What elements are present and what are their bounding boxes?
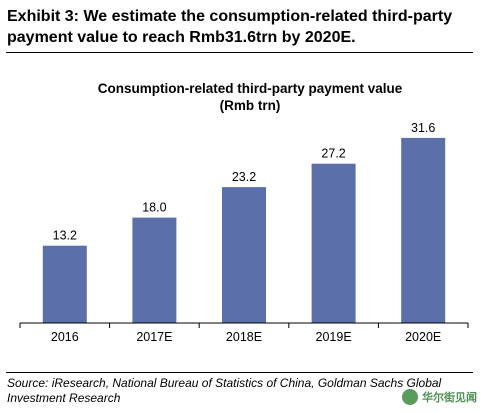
x-tick-label-2018E: 2018E <box>226 330 262 344</box>
data-label-2018E: 23.2 <box>232 170 256 184</box>
bar-2019E <box>311 163 356 323</box>
watermark-logo-icon <box>402 389 418 405</box>
chart-title: Consumption-related third-party payment … <box>97 81 403 96</box>
data-label-2017E: 18.0 <box>142 201 166 215</box>
x-tick-label-2020E: 2020E <box>405 330 441 344</box>
bottom-divider <box>6 372 473 373</box>
bar-2020E <box>401 137 446 323</box>
bar-2018E <box>222 187 266 323</box>
watermark-text: 华尔街见闻 <box>422 392 477 404</box>
data-label-2019E: 27.2 <box>321 147 345 161</box>
exhibit-title: Exhibit 3: We estimate the consumption-r… <box>7 8 453 46</box>
bar-2016 <box>42 245 87 323</box>
x-tick-label-2019E: 2019E <box>316 330 352 344</box>
top-divider <box>6 52 473 53</box>
chart-subtitle: (Rmb trn) <box>219 98 281 113</box>
source-note: Source: iResearch, National Bureau of St… <box>7 376 442 405</box>
data-label-2016: 13.2 <box>53 229 77 243</box>
data-label-2020E: 31.6 <box>411 121 435 135</box>
x-tick-label-2017E: 2017E <box>136 330 172 344</box>
x-tick-label-2016: 2016 <box>51 330 79 344</box>
bar-2017E <box>132 217 177 323</box>
watermark: 华尔街见闻 <box>402 389 477 405</box>
